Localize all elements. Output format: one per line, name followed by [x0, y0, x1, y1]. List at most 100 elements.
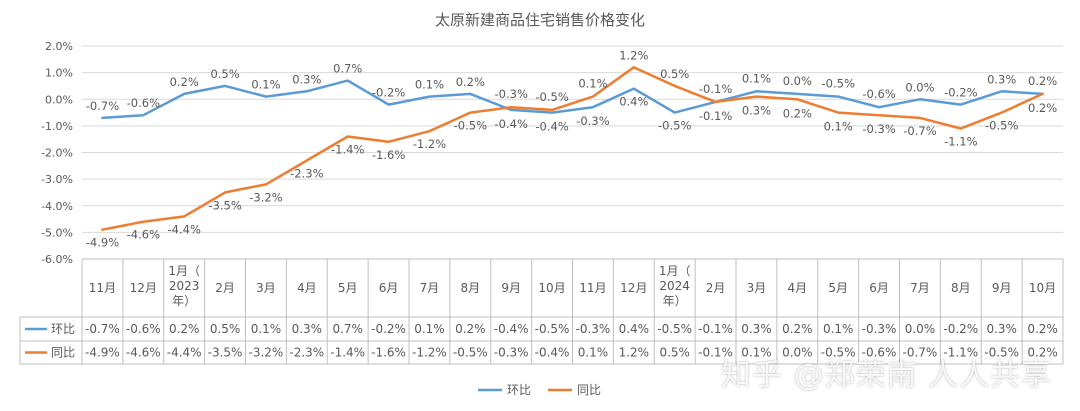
data-label: -0.5% — [822, 77, 855, 91]
table-cell: -0.1% — [698, 322, 733, 336]
chart-title: 太原新建商品住宅销售价格变化 — [435, 11, 645, 29]
data-label: -0.1% — [699, 109, 732, 123]
table-cell: -1.4% — [330, 346, 365, 360]
data-label: -1.4% — [331, 143, 364, 157]
table-cell: 0.4% — [619, 322, 650, 336]
data-label: -0.2% — [372, 86, 405, 100]
category-label: 6月 — [379, 281, 399, 295]
table-cell: 0.2% — [455, 322, 486, 336]
category-label: 9月 — [992, 281, 1012, 295]
table-cell: -0.2% — [371, 322, 406, 336]
table-cell: -0.5% — [657, 322, 692, 336]
table-cell: -0.7% — [903, 346, 938, 360]
data-label: 0.1% — [415, 78, 444, 92]
table-cell: -2.3% — [289, 346, 324, 360]
legend-label: 同比 — [577, 383, 601, 397]
series-name: 同比 — [51, 346, 75, 360]
table-cell: 0.2% — [169, 322, 200, 336]
category-label: 11月 — [579, 281, 606, 295]
table-cell: -3.2% — [249, 346, 284, 360]
data-label: -0.2% — [944, 86, 977, 100]
y-tick-label: -5.0% — [41, 226, 73, 239]
table-cell: 1.2% — [619, 346, 650, 360]
series-line — [101, 79, 1044, 120]
data-label: -3.2% — [249, 190, 282, 204]
table-cell: -4.9% — [85, 346, 120, 360]
series-name: 环比 — [51, 322, 75, 336]
data-label: -0.4% — [535, 120, 568, 134]
data-table: 11月 12月 1月（ 2023 年） 2月 3月 4月 5月 6月 7月 8月 9月 10月 11月 12月… — [19, 258, 1064, 365]
data-label: 0.3% — [987, 72, 1016, 86]
table-cell: 0.3% — [986, 322, 1017, 336]
table-cell: 0.2% — [782, 322, 813, 336]
table-cell: 0.1% — [251, 322, 282, 336]
category-label: 8月 — [460, 281, 480, 295]
table-cell: -0.5% — [821, 346, 856, 360]
data-label: 0.2% — [456, 75, 485, 89]
category-label: 8月 — [951, 281, 971, 295]
table-cell: 0.0% — [905, 322, 936, 336]
table-cell: -0.5% — [984, 346, 1019, 360]
category-label: 1月（ 2023 年） — [168, 264, 200, 308]
data-label: -0.7% — [86, 99, 119, 113]
category-label: 1月（ 2024 年） — [659, 264, 691, 308]
category-label: 11月 — [89, 281, 116, 295]
data-label: -0.5% — [535, 90, 568, 104]
category-label: 9月 — [501, 281, 521, 295]
data-label: -0.3% — [495, 87, 528, 101]
table-cell: 0.0% — [782, 346, 813, 360]
table-cell: -1.1% — [943, 346, 978, 360]
table-cell: 0.5% — [659, 346, 690, 360]
table-cell: -0.6% — [862, 346, 897, 360]
data-label: -1.2% — [413, 137, 446, 151]
data-label: -3.5% — [208, 198, 241, 212]
data-label: 0.2% — [783, 106, 812, 120]
data-label: 0.1% — [251, 78, 280, 92]
data-label: 0.7% — [333, 62, 362, 76]
data-label: -0.3% — [576, 114, 609, 128]
data-label: 0.4% — [619, 95, 648, 109]
y-tick-label: 2.0% — [45, 40, 73, 53]
category-label: 7月 — [910, 281, 930, 295]
data-label: -4.4% — [168, 222, 201, 236]
table-cell: 0.7% — [332, 322, 363, 336]
category-label: 12月 — [620, 281, 647, 295]
data-label: -0.5% — [985, 119, 1018, 133]
data-label: 1.2% — [619, 48, 648, 62]
table-cell: -0.2% — [943, 322, 978, 336]
category-label: 12月 — [130, 281, 157, 295]
series-line — [101, 66, 1044, 231]
table-cell: 0.1% — [414, 322, 445, 336]
category-label: 4月 — [297, 281, 317, 295]
table-cell: -0.4% — [535, 346, 570, 360]
data-label: -0.4% — [495, 117, 528, 131]
data-label: -4.6% — [127, 228, 160, 242]
table-cell: -4.4% — [167, 346, 202, 360]
data-label: -0.7% — [903, 124, 936, 138]
table-cell: -4.6% — [126, 346, 161, 360]
legend: 环比 同比 — [478, 383, 601, 397]
y-tick-label: -2.0% — [41, 147, 73, 160]
category-label: 6月 — [869, 281, 889, 295]
y-tick-label: -1.0% — [41, 120, 73, 133]
y-tick-label: -4.0% — [41, 200, 73, 213]
data-labels: -0.7% -4.9% -0.6% -4.6% 0.2% -4.4% 0.5% -3.5% 0.… — [86, 48, 1057, 249]
data-label: -0.1% — [699, 82, 732, 96]
data-label: 0.0% — [905, 80, 934, 94]
data-label: 0.3% — [292, 72, 321, 86]
category-label: 5月 — [338, 281, 358, 295]
category-label: 3月 — [256, 281, 276, 295]
series-lines — [101, 66, 1044, 231]
y-tick-label: -3.0% — [41, 173, 73, 186]
data-label: -0.3% — [862, 122, 895, 136]
y-tick-label: 0.0% — [45, 93, 73, 106]
data-label: -0.6% — [127, 96, 160, 110]
data-label: 0.0% — [783, 74, 812, 88]
table-cell: 0.2% — [1027, 322, 1058, 336]
data-label: -1.1% — [944, 135, 977, 149]
data-label: -1.6% — [372, 148, 405, 162]
table-cell: -1.6% — [371, 346, 406, 360]
data-label: 0.3% — [742, 104, 771, 118]
table-cell: 0.1% — [823, 322, 854, 336]
